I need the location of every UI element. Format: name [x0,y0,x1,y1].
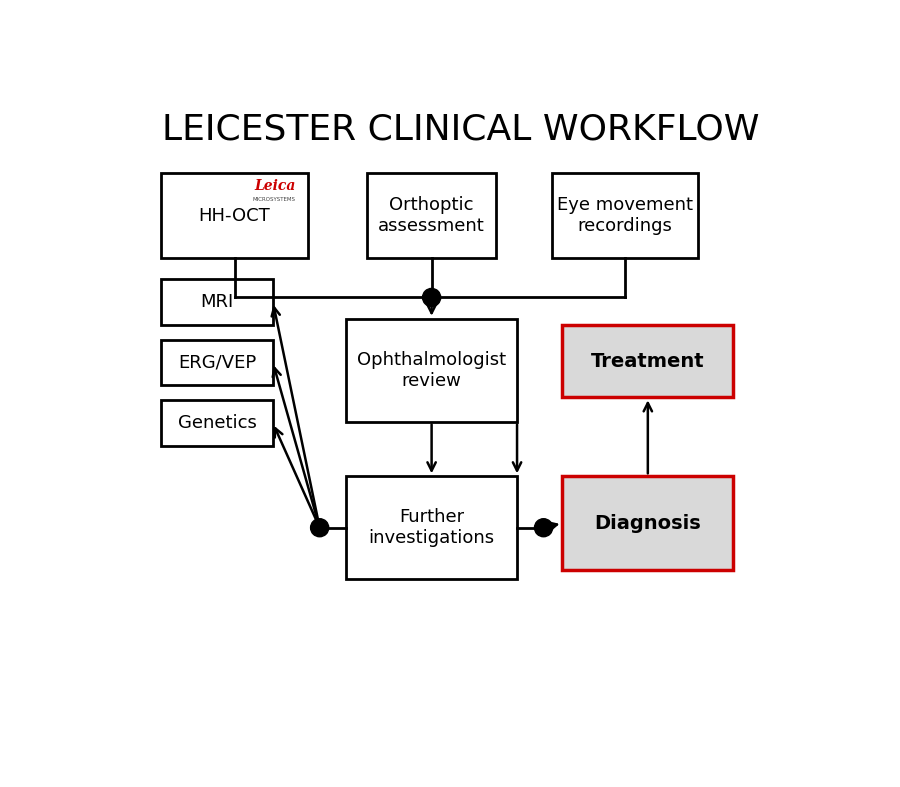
Text: Diagnosis: Diagnosis [595,514,701,533]
Ellipse shape [310,519,328,537]
Text: Further
investigations: Further investigations [368,508,495,547]
FancyBboxPatch shape [161,340,273,386]
FancyBboxPatch shape [161,173,308,258]
Text: ERG/VEP: ERG/VEP [178,353,256,371]
FancyBboxPatch shape [346,476,518,579]
Text: MRI: MRI [201,293,234,311]
FancyBboxPatch shape [161,401,273,446]
Text: LEICESTER CLINICAL WORKFLOW: LEICESTER CLINICAL WORKFLOW [163,113,760,146]
Text: Leica: Leica [254,179,295,194]
FancyBboxPatch shape [346,319,518,422]
FancyBboxPatch shape [367,173,496,258]
FancyBboxPatch shape [552,173,698,258]
Text: Ophthalmologist
review: Ophthalmologist review [357,351,506,390]
Text: Eye movement
recordings: Eye movement recordings [557,196,693,235]
Text: MICROSYSTEMS: MICROSYSTEMS [252,198,295,202]
FancyBboxPatch shape [562,325,734,397]
FancyBboxPatch shape [161,279,273,325]
Text: Treatment: Treatment [591,352,705,371]
Ellipse shape [422,289,441,306]
Text: Orthoptic
assessment: Orthoptic assessment [378,196,485,235]
Text: HH-OCT: HH-OCT [199,207,270,224]
Text: Genetics: Genetics [177,414,256,432]
FancyBboxPatch shape [562,476,734,570]
Ellipse shape [535,519,553,537]
